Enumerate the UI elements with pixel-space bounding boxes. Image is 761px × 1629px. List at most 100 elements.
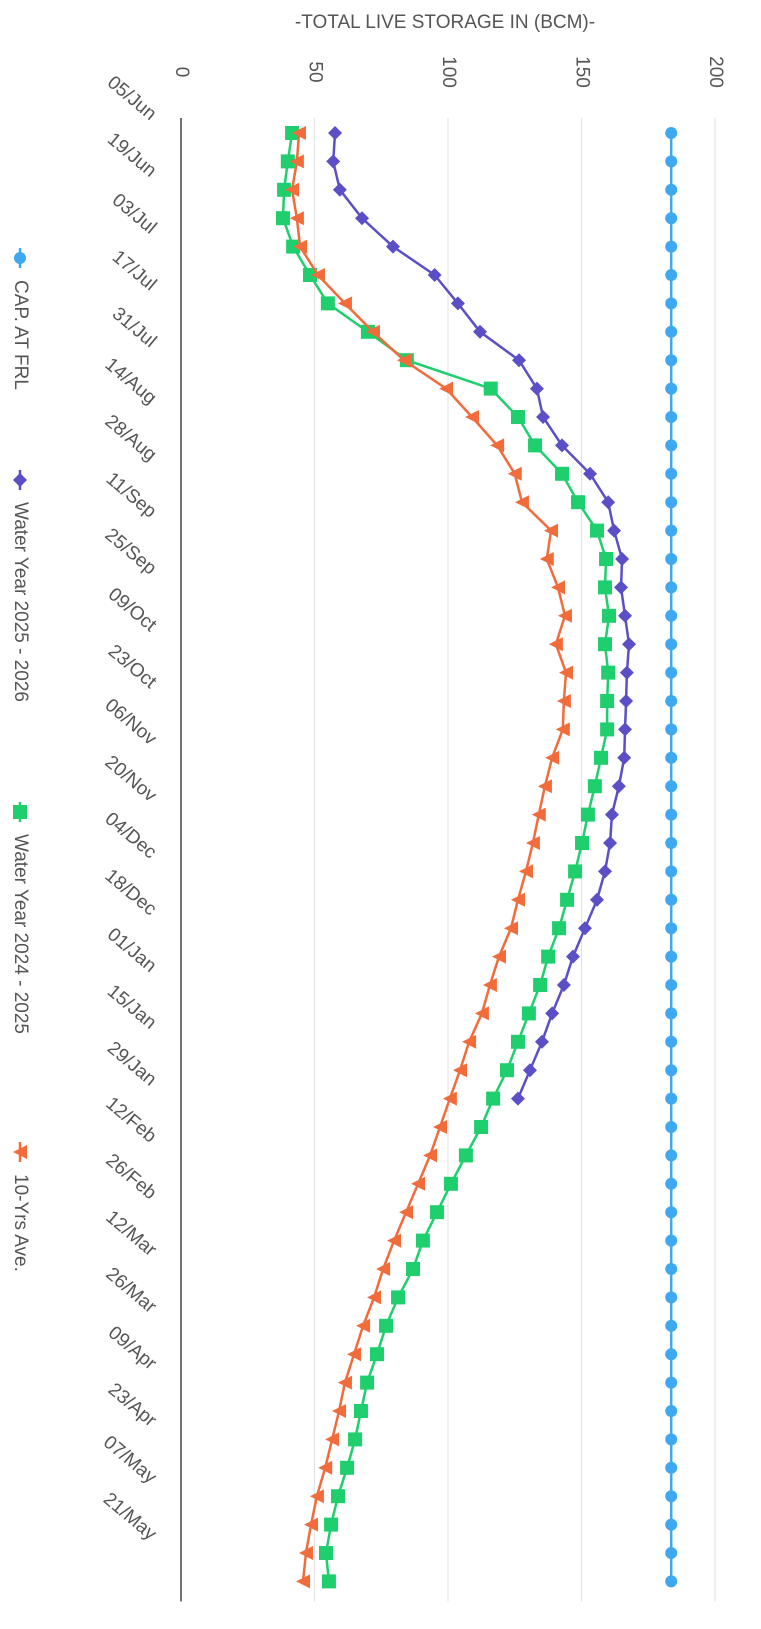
marker	[665, 496, 678, 509]
x-tick-label: 12/Mar	[101, 1207, 160, 1262]
marker	[385, 239, 400, 254]
legend-label: Water Year 2025 - 2026	[10, 502, 31, 702]
marker	[565, 949, 580, 964]
x-tick-label: 28/Aug	[101, 411, 161, 466]
marker	[589, 523, 604, 538]
marker	[292, 126, 307, 140]
marker	[602, 608, 617, 623]
marker	[665, 524, 678, 537]
x-tick-label: 06/Nov	[101, 695, 161, 750]
marker	[665, 1319, 678, 1332]
marker	[665, 1234, 678, 1247]
marker	[665, 1405, 678, 1417]
marker	[367, 1290, 382, 1305]
marker	[665, 1348, 678, 1361]
marker	[597, 637, 612, 652]
marker	[665, 751, 678, 764]
marker	[615, 552, 630, 566]
marker	[443, 1176, 458, 1191]
marker	[521, 1006, 536, 1021]
marker	[13, 805, 27, 819]
marker	[603, 836, 618, 850]
marker	[597, 864, 612, 879]
marker	[332, 182, 347, 197]
marker	[545, 1006, 560, 1021]
marker	[665, 1149, 678, 1162]
marker	[427, 268, 442, 282]
y-tick-label: 150	[571, 56, 592, 88]
marker	[622, 637, 637, 652]
marker	[597, 580, 612, 595]
x-tick-label: 26/Mar	[101, 1264, 160, 1319]
marker	[665, 325, 678, 338]
marker	[465, 410, 480, 424]
marker	[555, 466, 570, 481]
marker	[348, 1432, 363, 1447]
marker	[439, 381, 454, 396]
marker	[665, 723, 678, 736]
marker	[536, 410, 551, 424]
marker	[462, 1034, 477, 1049]
x-tick-label: 12/Feb	[101, 1093, 160, 1147]
marker	[544, 523, 559, 538]
marker	[665, 638, 678, 651]
marker	[369, 1347, 384, 1362]
marker	[13, 473, 27, 487]
marker	[665, 1177, 678, 1190]
marker	[365, 324, 380, 339]
marker	[665, 837, 678, 849]
marker	[665, 1007, 678, 1020]
marker	[280, 154, 295, 169]
marker	[545, 750, 560, 765]
marker	[665, 155, 678, 168]
marker	[617, 750, 632, 765]
x-tick-label: 20/Nov	[101, 752, 161, 807]
chart-title: -TOTAL LIVE STORAGE IN (BCM)-	[295, 12, 595, 33]
marker	[665, 581, 678, 594]
marker	[665, 1518, 678, 1531]
marker	[618, 608, 633, 623]
marker	[541, 949, 556, 964]
marker	[379, 1318, 394, 1333]
marker	[302, 268, 317, 282]
marker	[665, 1461, 678, 1474]
marker	[665, 865, 678, 878]
marker	[415, 1233, 430, 1248]
marker	[473, 324, 488, 339]
marker	[665, 127, 678, 139]
marker	[13, 1145, 27, 1159]
marker	[491, 949, 506, 964]
marker	[474, 1120, 489, 1134]
x-tick-label: 18/Dec	[101, 865, 161, 920]
marker	[512, 353, 527, 368]
series-line	[331, 132, 631, 1100]
marker	[510, 1091, 525, 1106]
x-tick-label: 07/May	[99, 1432, 161, 1488]
legend-label: CAP. AT FRL	[10, 280, 31, 390]
marker	[601, 495, 616, 510]
marker	[289, 211, 304, 226]
marker	[356, 1318, 371, 1333]
marker	[560, 892, 575, 907]
marker	[328, 126, 343, 140]
marker	[318, 1460, 333, 1475]
marker	[548, 637, 563, 652]
marker	[442, 1091, 457, 1106]
marker	[665, 467, 678, 480]
marker	[552, 921, 567, 936]
marker	[665, 979, 678, 991]
x-tick-label: 31/Jul	[108, 303, 160, 352]
marker	[556, 978, 571, 992]
x-tick-label: 03/Jul	[108, 190, 160, 239]
marker	[406, 1262, 421, 1276]
marker	[500, 1063, 515, 1078]
marker	[571, 495, 586, 510]
marker	[275, 211, 290, 226]
marker	[665, 1291, 678, 1304]
marker	[551, 580, 566, 595]
marker	[665, 553, 678, 565]
marker	[618, 722, 633, 737]
x-tick-label: 25/Sep	[101, 524, 161, 579]
marker	[583, 466, 598, 481]
